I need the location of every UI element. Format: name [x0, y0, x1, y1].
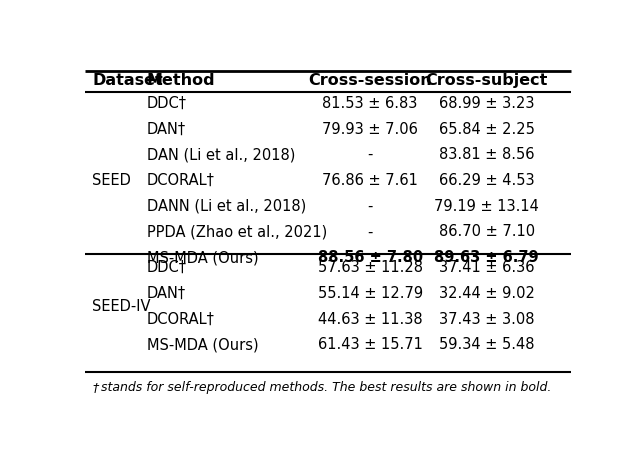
Text: 57.63 ± 11.28: 57.63 ± 11.28 — [317, 260, 422, 275]
Text: 86.70 ± 7.10: 86.70 ± 7.10 — [438, 224, 535, 239]
Text: SEED-IV: SEED-IV — [92, 299, 151, 314]
Text: Cross-subject: Cross-subject — [426, 73, 548, 88]
Text: Cross-session: Cross-session — [308, 73, 432, 88]
Text: 81.53 ± 6.83: 81.53 ± 6.83 — [323, 96, 418, 111]
Text: 76.86 ± 7.61: 76.86 ± 7.61 — [322, 173, 418, 188]
Text: 68.99 ± 3.23: 68.99 ± 3.23 — [439, 96, 534, 111]
Text: Dataset: Dataset — [92, 73, 163, 88]
Text: Method: Method — [147, 73, 216, 88]
Text: -: - — [367, 224, 373, 239]
Text: DANN (Li et al., 2018): DANN (Li et al., 2018) — [147, 199, 306, 214]
Text: 88.56 ± 7.80: 88.56 ± 7.80 — [317, 250, 423, 265]
Text: MS-MDA (Ours): MS-MDA (Ours) — [147, 337, 259, 352]
Text: 32.44 ± 9.02: 32.44 ± 9.02 — [439, 286, 534, 301]
Text: 44.63 ± 11.38: 44.63 ± 11.38 — [318, 312, 422, 327]
Text: 55.14 ± 12.79: 55.14 ± 12.79 — [317, 286, 423, 301]
Text: stands for self-reproduced methods. The best results are shown in bold.: stands for self-reproduced methods. The … — [101, 381, 552, 394]
Text: SEED: SEED — [92, 173, 131, 188]
Text: -: - — [367, 147, 373, 162]
Text: †: † — [92, 381, 99, 394]
Text: 79.93 ± 7.06: 79.93 ± 7.06 — [322, 122, 418, 137]
Text: 65.84 ± 2.25: 65.84 ± 2.25 — [439, 122, 534, 137]
Text: 61.43 ± 15.71: 61.43 ± 15.71 — [317, 337, 422, 352]
Text: 83.81 ± 8.56: 83.81 ± 8.56 — [439, 147, 534, 162]
Text: -: - — [367, 199, 373, 214]
Text: 59.34 ± 5.48: 59.34 ± 5.48 — [439, 337, 534, 352]
Text: 79.19 ± 13.14: 79.19 ± 13.14 — [435, 199, 539, 214]
Text: DCORAL†: DCORAL† — [147, 312, 215, 327]
Text: DAN†: DAN† — [147, 286, 186, 301]
Text: 37.43 ± 3.08: 37.43 ± 3.08 — [439, 312, 534, 327]
Text: DAN (Li et al., 2018): DAN (Li et al., 2018) — [147, 147, 295, 162]
Text: DCORAL†: DCORAL† — [147, 173, 215, 188]
Text: PPDA (Zhao et al., 2021): PPDA (Zhao et al., 2021) — [147, 224, 327, 239]
Text: MS-MDA (Ours): MS-MDA (Ours) — [147, 250, 259, 265]
Text: 89.63 ± 6.79: 89.63 ± 6.79 — [435, 250, 539, 265]
Text: DDC†: DDC† — [147, 260, 187, 275]
Text: 37.41 ± 6.36: 37.41 ± 6.36 — [439, 260, 534, 275]
Text: DDC†: DDC† — [147, 96, 187, 111]
Text: DAN†: DAN† — [147, 122, 186, 137]
Text: 66.29 ± 4.53: 66.29 ± 4.53 — [439, 173, 534, 188]
